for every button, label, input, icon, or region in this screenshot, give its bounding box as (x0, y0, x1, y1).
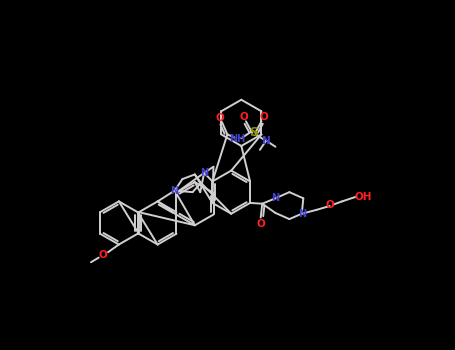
Text: O: O (256, 219, 265, 229)
Text: N: N (298, 209, 306, 219)
Text: N: N (171, 186, 179, 196)
Text: O: O (215, 113, 224, 123)
Text: N: N (200, 168, 208, 178)
Text: O: O (259, 112, 268, 122)
Text: O: O (239, 112, 248, 122)
Text: NH: NH (229, 134, 246, 144)
Text: N: N (271, 193, 279, 203)
Text: O: O (325, 200, 334, 210)
Text: OH: OH (354, 192, 372, 202)
Text: S: S (249, 126, 258, 139)
Text: O: O (98, 250, 107, 260)
Text: N: N (262, 135, 271, 146)
